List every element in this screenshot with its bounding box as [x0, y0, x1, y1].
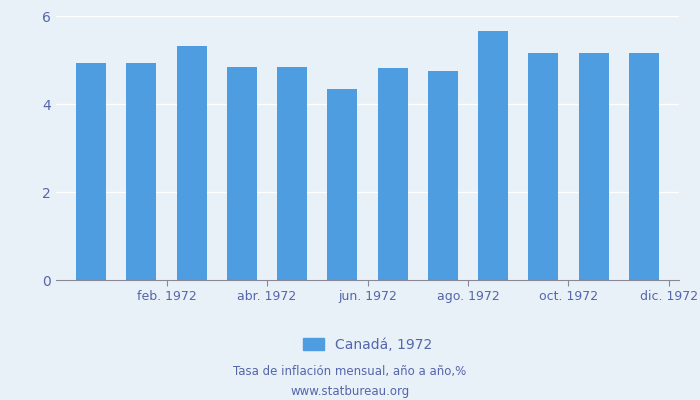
Bar: [578, 53, 609, 280]
Bar: [76, 63, 106, 280]
Text: Tasa de inflación mensual, año a año,%: Tasa de inflación mensual, año a año,%: [233, 366, 467, 378]
Bar: [629, 53, 659, 280]
Bar: [478, 30, 508, 280]
Text: www.statbureau.org: www.statbureau.org: [290, 386, 410, 398]
Bar: [428, 72, 458, 280]
Bar: [377, 68, 407, 280]
Bar: [328, 90, 358, 280]
Bar: [126, 63, 157, 280]
Bar: [528, 53, 559, 280]
Bar: [176, 46, 206, 280]
Bar: [277, 67, 307, 280]
Legend: Canadá, 1972: Canadá, 1972: [298, 332, 438, 358]
Bar: [227, 67, 257, 280]
